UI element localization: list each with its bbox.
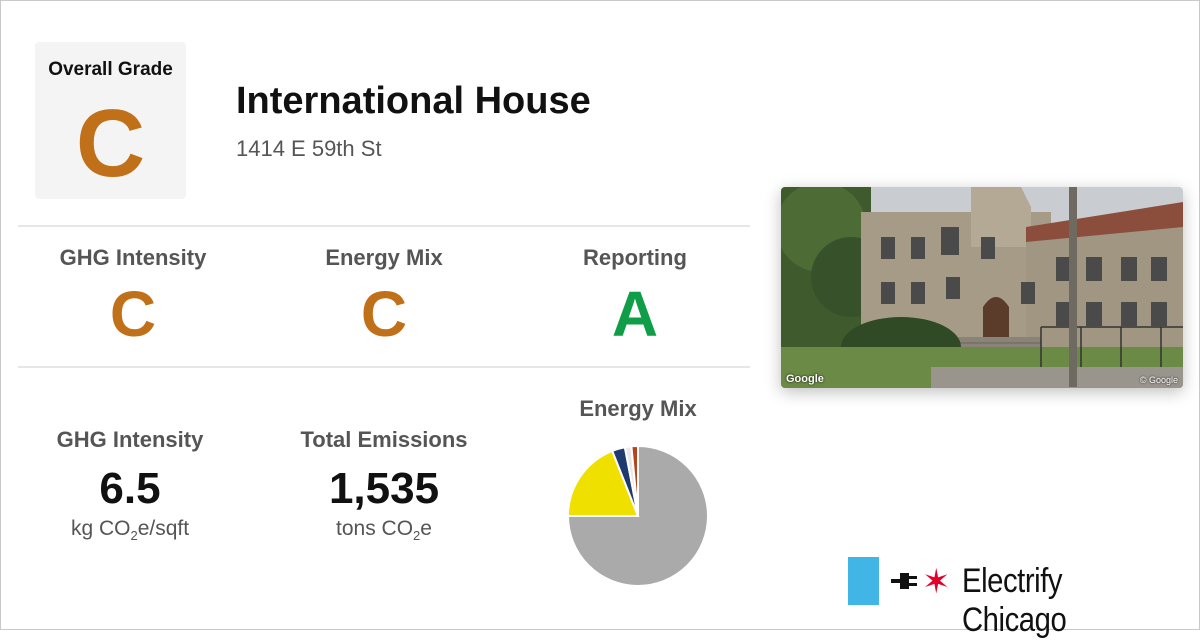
energy-mix-chart-title: Energy Mix <box>579 396 697 421</box>
metric-ghg-value: 6.5 <box>99 464 161 513</box>
pie-slice-4 <box>630 444 639 517</box>
metric-emissions-label: Total Emissions <box>300 427 468 452</box>
overall-grade-value: C <box>75 90 146 197</box>
google-watermark: Google <box>786 373 824 385</box>
grade-ghg-intensity: GHG Intensity C <box>13 245 253 349</box>
building-photo: Google © Google <box>781 187 1183 388</box>
grade-ghg-label: GHG Intensity <box>59 245 207 270</box>
divider-top <box>18 225 750 227</box>
metric-ghg-intensity: GHG Intensity 6.5 kg CO2e/sqft <box>0 427 260 543</box>
divider-middle <box>18 366 750 368</box>
grade-ghg-value: C <box>109 278 157 350</box>
building-address: 1414 E 59th St <box>236 136 382 161</box>
metric-emissions-value: 1,535 <box>328 464 440 513</box>
grade-energy-value: C <box>360 278 408 350</box>
metric-ghg-unit: kg CO2e/sqft <box>70 517 190 544</box>
building-name: International House <box>236 80 591 122</box>
grade-energy-label: Energy Mix <box>325 245 443 270</box>
metric-ghg-label: GHG Intensity <box>56 427 204 452</box>
grade-energy-mix: Energy Mix C <box>264 245 504 349</box>
google-credit: © Google <box>1139 375 1178 385</box>
chicago-star-icon: ✶ <box>922 563 951 601</box>
energy-mix-pie-chart <box>566 444 709 587</box>
overall-grade-label: Overall Grade <box>48 59 173 80</box>
pie-slice-1 <box>566 449 640 517</box>
grade-reporting-label: Reporting <box>583 245 687 270</box>
street-view-image <box>781 187 1183 388</box>
chicago-flag-bar <box>848 557 879 605</box>
plug-icon <box>891 573 917 589</box>
brand-logo-text: Electrify Chicago <box>962 562 1067 639</box>
overall-grade-box: Overall Grade C <box>35 42 186 199</box>
grade-reporting: Reporting A <box>515 245 755 349</box>
grade-reporting-value: A <box>611 278 659 350</box>
metric-total-emissions: Total Emissions 1,535 tons CO2e <box>254 427 514 543</box>
metric-emissions-unit: tons CO2e <box>336 517 432 544</box>
